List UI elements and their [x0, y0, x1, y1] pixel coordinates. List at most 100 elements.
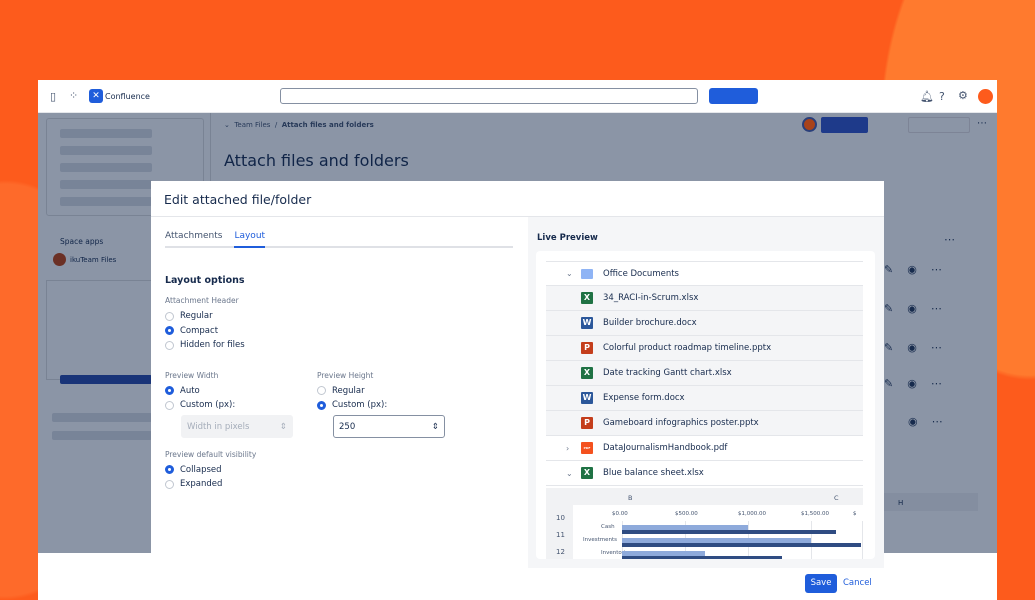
file-name: Blue balance sheet.xlsx	[603, 468, 704, 478]
bar-light	[622, 551, 706, 556]
bar-light	[622, 538, 811, 543]
more-icon[interactable]: ⋯	[977, 118, 987, 129]
breadcrumb-separator: /	[274, 121, 278, 129]
page-avatar	[802, 117, 817, 132]
radio-height-custom[interactable]: Custom (px):	[317, 398, 457, 413]
x-tick-label: $1,500.00	[801, 511, 829, 517]
x-tick-label: $500.00	[675, 511, 698, 517]
width-input[interactable]: Width in pixels ⇕	[181, 414, 293, 438]
column-header: C	[834, 494, 839, 502]
file-row[interactable]: ⌄ X Blue balance sheet.xlsx	[546, 461, 863, 486]
app-switcher-icon[interactable]: ⁘	[69, 89, 79, 102]
chevron-right-icon[interactable]: ›	[566, 443, 570, 453]
section-title: Layout options	[165, 275, 245, 286]
row-number: 10	[556, 514, 565, 522]
avatar[interactable]	[978, 89, 993, 104]
radio-height-regular[interactable]: Regular	[317, 384, 457, 399]
publish-button[interactable]	[821, 117, 868, 133]
radio-width-custom[interactable]: Custom (px):	[165, 398, 293, 413]
height-input[interactable]: 250 ⇕	[333, 414, 445, 438]
edit-modal: Edit attached file/folder Attachments La…	[151, 181, 884, 600]
category-label: Inventories	[601, 550, 632, 556]
radio-width-auto[interactable]: Auto	[165, 384, 293, 399]
row-actions[interactable]: ✎◉⋯	[884, 302, 956, 315]
spreadsheet-preview: B C 10 11 12 $0.00 $500.00 $1,000.00 $1,500.00 $ C…	[546, 488, 863, 559]
x-tick-label: $0.00	[612, 511, 628, 517]
layout-form: Attachments Layout Layout options Attach…	[165, 231, 513, 492]
bar-dark	[622, 556, 783, 559]
file-row[interactable]: X 34_RACI-in-Scrum.xlsx	[546, 286, 863, 311]
gridline	[811, 521, 812, 559]
save-button[interactable]: Save	[805, 574, 837, 593]
file-type-icon: X	[581, 467, 593, 479]
file-name: DataJournalismHandbook.pdf	[603, 443, 728, 453]
tabs: Attachments Layout	[165, 231, 513, 248]
sidebar-item-team-files[interactable]: ikuTeam Files	[70, 256, 117, 264]
file-name: Date tracking Gantt chart.xlsx	[603, 368, 732, 378]
file-name: Gameboard infographics poster.pptx	[603, 418, 759, 428]
app-name: Confluence	[105, 92, 150, 101]
file-row[interactable]: › PDF DataJournalismHandbook.pdf	[546, 436, 863, 461]
preview-width-label: Preview Width	[165, 370, 219, 380]
chevron-down-icon[interactable]: ⌄	[566, 468, 573, 478]
tab-layout[interactable]: Layout	[234, 231, 266, 248]
create-button[interactable]	[709, 88, 758, 104]
row-actions[interactable]: ✎◉⋯	[884, 341, 956, 354]
chevron-down-icon[interactable]: ⌄	[566, 269, 573, 278]
file-row[interactable]: P Gameboard infographics poster.pptx	[546, 411, 863, 436]
radio-regular[interactable]: Regular	[165, 309, 513, 324]
gridline	[862, 521, 863, 559]
modal-title: Edit attached file/folder	[151, 181, 884, 217]
app-icon	[53, 253, 66, 266]
bar-dark	[622, 530, 837, 534]
file-type-icon: PDF	[581, 442, 593, 454]
file-type-icon: W	[581, 317, 593, 329]
bar-light	[622, 525, 748, 530]
file-type-icon: W	[581, 392, 593, 404]
row-actions[interactable]: ✎◉⋯	[884, 263, 956, 276]
folder-icon	[581, 268, 593, 279]
file-type-icon: P	[581, 342, 593, 354]
toolbar-button-group[interactable]	[908, 117, 970, 133]
x-tick-label: $1,000.00	[738, 511, 766, 517]
confluence-logo-icon[interactable]: ✕	[89, 89, 103, 103]
row-actions[interactable]: ◉⋯	[908, 415, 957, 428]
category-label: Cash	[601, 524, 615, 530]
radio-compact[interactable]: Compact	[165, 324, 513, 339]
file-type-icon: P	[581, 417, 593, 429]
breadcrumb-current: Attach files and folders	[281, 121, 374, 129]
folder-row[interactable]: ⌄ Office Documents	[546, 261, 863, 286]
cancel-button[interactable]: Cancel	[843, 578, 872, 588]
help-icon[interactable]: ?	[939, 90, 945, 103]
row-actions[interactable]: ✎◉⋯	[884, 377, 956, 390]
file-name: Builder brochure.docx	[603, 318, 697, 328]
column-header: B	[628, 494, 633, 502]
tab-attachments[interactable]: Attachments	[165, 231, 223, 241]
preview-list: ⌄ Office Documents X 34_RACI-in-Scrum.xls…	[536, 251, 875, 559]
breadcrumb-parent[interactable]: Team Files	[234, 121, 271, 129]
more-icon[interactable]: ⋯	[944, 233, 955, 246]
sidebar-toggle-icon[interactable]: ▯	[50, 90, 57, 103]
file-type-icon: X	[581, 292, 593, 304]
x-tick-label: $	[853, 511, 857, 517]
live-preview-panel: Live Preview ⌄ Office Documents X 34_RACI…	[528, 217, 884, 568]
radio-expanded[interactable]: Expanded	[165, 477, 513, 492]
folder-name: Office Documents	[603, 268, 679, 279]
radio-collapsed[interactable]: Collapsed	[165, 463, 513, 478]
row-number: 12	[556, 548, 565, 556]
top-bar: ▯ ⁘ ✕ Confluence 🔔︎ ? ⚙	[38, 80, 997, 113]
file-row[interactable]: W Builder brochure.docx	[546, 311, 863, 336]
file-row[interactable]: W Expense form.docx	[546, 386, 863, 411]
radio-hidden-for-files[interactable]: Hidden for files	[165, 338, 513, 353]
category-label: Investments	[583, 537, 618, 543]
bell-icon[interactable]: 🔔︎	[920, 90, 934, 103]
row-number: 11	[556, 531, 565, 539]
gear-icon[interactable]: ⚙	[958, 89, 968, 102]
file-name: Colorful product roadmap timeline.pptx	[603, 343, 772, 353]
file-row[interactable]: P Colorful product roadmap timeline.pptx	[546, 336, 863, 361]
column-header-bar	[546, 488, 863, 505]
search-input[interactable]	[280, 88, 698, 104]
visibility-label: Preview default visibility	[165, 449, 257, 459]
file-row[interactable]: X Date tracking Gantt chart.xlsx	[546, 361, 863, 386]
page-title: Attach files and folders	[224, 151, 409, 170]
